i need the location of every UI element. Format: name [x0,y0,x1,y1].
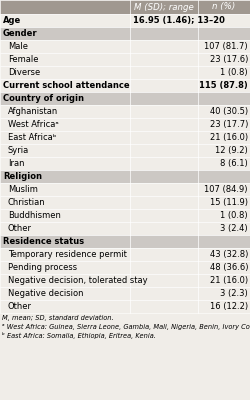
Text: Current school attendance: Current school attendance [3,81,130,90]
Text: 40 (30.5): 40 (30.5) [210,107,248,116]
Text: West Africaᵃ: West Africaᵃ [8,120,59,129]
Text: 15 (11.9): 15 (11.9) [210,198,248,207]
Text: 1 (0.8): 1 (0.8) [220,68,248,77]
Text: Other: Other [8,224,32,233]
Text: ᵃ West Africa: Guinea, Sierra Leone, Gambia, Mali, Nigeria, Benin, Ivory Coast.: ᵃ West Africa: Guinea, Sierra Leone, Gam… [2,324,250,330]
Text: Negative decision: Negative decision [8,289,84,298]
Text: Iran: Iran [8,159,24,168]
Text: 16 (12.2): 16 (12.2) [210,302,248,311]
Text: 3 (2.3): 3 (2.3) [220,289,248,298]
Bar [0,183,250,196]
Text: Residence status: Residence status [3,237,84,246]
Bar [0,170,250,183]
Text: 107 (81.7): 107 (81.7) [204,42,248,51]
Text: M (SD); range: M (SD); range [134,2,194,12]
Text: Female: Female [8,55,38,64]
Text: Afghanistan: Afghanistan [8,107,58,116]
Bar [0,66,250,79]
Text: East Africaᵇ: East Africaᵇ [8,133,56,142]
Bar [0,14,250,27]
Bar [0,79,250,92]
Text: Age: Age [3,16,21,25]
Text: Male: Male [8,42,28,51]
Bar [0,27,250,40]
Text: Diverse: Diverse [8,68,40,77]
Text: ᵇ East Africa: Somalia, Ethiopia, Eritrea, Kenia.: ᵇ East Africa: Somalia, Ethiopia, Eritre… [2,332,156,339]
Bar [0,235,250,248]
Text: n (%): n (%) [212,2,236,12]
Text: Other: Other [8,302,32,311]
Text: Religion: Religion [3,172,42,181]
Text: 16.95 (1.46); 13–20: 16.95 (1.46); 13–20 [133,16,225,25]
Text: 21 (16.0): 21 (16.0) [210,276,248,285]
Text: 21 (16.0): 21 (16.0) [210,133,248,142]
Text: Country of origin: Country of origin [3,94,84,103]
Bar [0,0,250,14]
Bar [0,131,250,144]
Text: 3 (2.4): 3 (2.4) [220,224,248,233]
Bar [0,157,250,170]
Bar [0,40,250,53]
Bar [0,92,250,105]
Bar [0,196,250,209]
Text: 23 (17.6): 23 (17.6) [210,55,248,64]
Bar [0,105,250,118]
Text: 43 (32.8): 43 (32.8) [210,250,248,259]
Text: Muslim: Muslim [8,185,38,194]
Bar [0,261,250,274]
Text: 8 (6.1): 8 (6.1) [220,159,248,168]
Bar [0,274,250,287]
Bar [0,118,250,131]
Text: 48 (36.6): 48 (36.6) [210,263,248,272]
Text: Syria: Syria [8,146,29,155]
Bar [0,209,250,222]
Text: Temporary residence permit: Temporary residence permit [8,250,127,259]
Bar [0,248,250,261]
Text: Buddhismen: Buddhismen [8,211,61,220]
Bar [0,144,250,157]
Text: Negative decision, tolerated stay: Negative decision, tolerated stay [8,276,147,285]
Text: M, mean; SD, standard deviation.: M, mean; SD, standard deviation. [2,314,114,320]
Text: 1 (0.8): 1 (0.8) [220,211,248,220]
Bar [0,222,250,235]
Text: 12 (9.2): 12 (9.2) [215,146,248,155]
Text: 107 (84.9): 107 (84.9) [204,185,248,194]
Text: Gender: Gender [3,29,37,38]
Text: Pending process: Pending process [8,263,77,272]
Text: 23 (17.7): 23 (17.7) [210,120,248,129]
Bar [0,53,250,66]
Text: 115 (87.8): 115 (87.8) [199,81,248,90]
Text: Christian: Christian [8,198,46,207]
Bar [0,300,250,313]
Bar [0,287,250,300]
